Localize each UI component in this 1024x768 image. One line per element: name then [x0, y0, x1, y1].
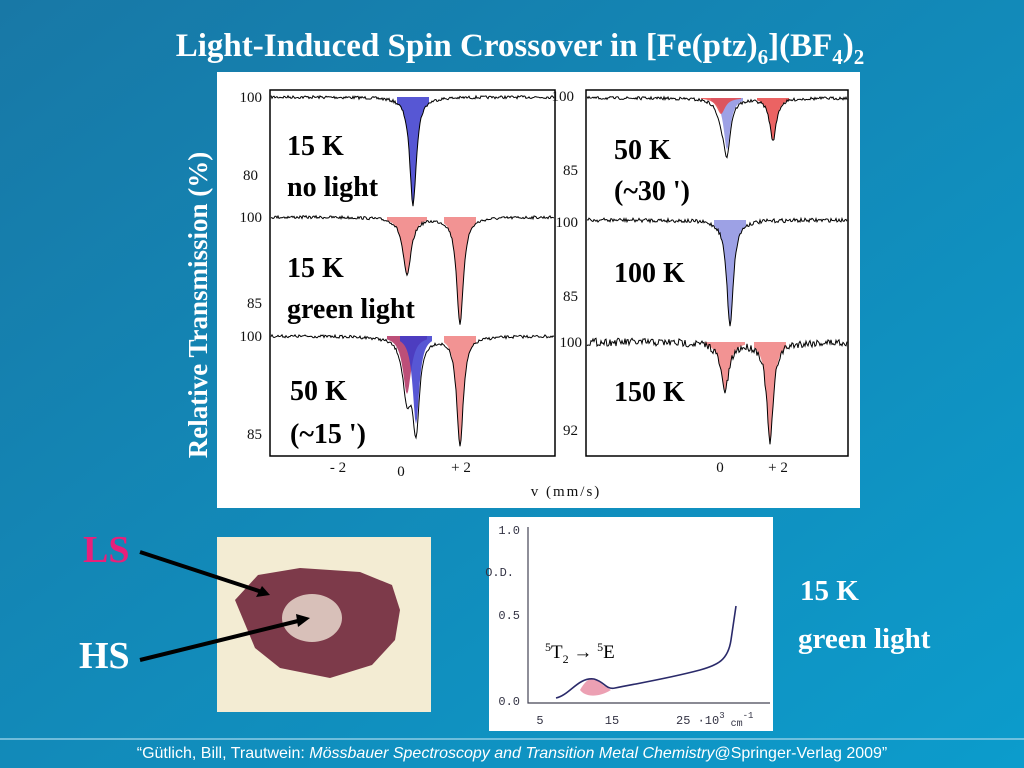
footer-text: “Gütlich, Bill, Trautwein: [137, 745, 310, 762]
inset-x-text: 25 ·10 [676, 714, 719, 728]
spectrum [270, 94, 555, 207]
y-tick-label: 80 [243, 168, 258, 184]
absorption-fill [701, 98, 741, 114]
absorption-fill [387, 336, 427, 394]
arrowhead [256, 586, 270, 597]
title: Light-Induced Spin Crossover in [Fe(ptz)… [176, 28, 865, 69]
x-tick-label: 0 [716, 460, 724, 476]
panel-label: 15 K [287, 131, 344, 162]
absorption-fill [397, 97, 429, 205]
title-text: ) [843, 28, 854, 64]
panel-label: 15 K [287, 253, 344, 284]
frame-left [269, 89, 556, 457]
y-tick-label: 85 [247, 296, 262, 312]
panel-label: no light [287, 172, 379, 203]
inset-y-tick: 1.0 [498, 524, 520, 538]
inset-axes [527, 527, 770, 704]
inset-x-text: cm [731, 719, 743, 730]
inset-y-tick: 0.5 [498, 609, 520, 623]
panel-label: 150 K [614, 377, 685, 408]
x-tick-label: 0 [397, 464, 405, 480]
spectrum [271, 214, 555, 325]
absorption-fill [711, 98, 743, 150]
absorption-inset [489, 517, 773, 731]
caption: 15 K [800, 575, 859, 607]
title-sub: 2 [854, 45, 865, 69]
absorption-fill [400, 336, 432, 424]
sup: 5 [597, 640, 603, 654]
caption: green light [798, 623, 931, 655]
spectrum [586, 337, 848, 445]
footer: “Gütlich, Bill, Trautwein: Mössbauer Spe… [137, 745, 887, 762]
od-curve [555, 605, 737, 699]
hs-label: HS [79, 635, 130, 677]
y-axis-label: Relative Transmission (%) [183, 152, 213, 459]
term: E [603, 642, 615, 663]
panel-label: green light [287, 294, 415, 325]
absorption-fill [714, 220, 746, 325]
frame-right [585, 89, 849, 457]
absorption-fill [754, 342, 786, 442]
panel-label: 100 K [614, 258, 685, 289]
absorption-fill [757, 98, 789, 140]
panel-label: (~15 ') [290, 419, 366, 450]
y-tick-label: 100 [240, 90, 263, 106]
ls-label: LS [83, 529, 129, 571]
spectrum [586, 95, 848, 159]
absorption-fill [387, 217, 427, 275]
title-text: Light-Induced Spin Crossover in [Fe(ptz) [176, 28, 758, 64]
band-hatch [580, 678, 611, 696]
inset-y-label: O.D. [485, 566, 514, 580]
footer-text: @Springer-Verlag 2009” [714, 745, 887, 762]
arrow: → [569, 642, 598, 663]
inset-x-tick: 5 [536, 714, 543, 728]
arrow-hs [139, 618, 303, 662]
y-tick-label: 85 [563, 289, 578, 305]
y-tick-label: 85 [563, 163, 578, 179]
inset-x-tick: 25 ·103 cm-1 [676, 711, 753, 730]
title-text: ](BF [768, 28, 832, 64]
inset-x-tick: 15 [605, 714, 619, 728]
footer-book: Mössbauer Spectroscopy and Transition Me… [309, 745, 715, 762]
panel-label: (~30 ') [614, 176, 690, 207]
absorption-fill [444, 336, 476, 444]
y-tick-label: 92 [563, 423, 578, 439]
y-tick-label: 100 [556, 215, 579, 231]
absorption-fill [705, 342, 745, 390]
sub: 2 [563, 652, 569, 666]
inset-y-tick: 0.0 [498, 695, 520, 709]
x-tick-label: + 2 [768, 460, 788, 476]
title-sub: 6 [758, 45, 769, 69]
sup: 5 [545, 640, 551, 654]
x-axis-label: v (mm/s) [531, 484, 602, 500]
x-tick-label: - 2 [330, 460, 346, 476]
panel-label: 50 K [290, 376, 347, 407]
arrowhead [296, 614, 310, 627]
y-tick-label: 85 [247, 427, 262, 443]
spectrum [270, 333, 555, 447]
arrow-ls [139, 550, 263, 594]
inset-x-sup: -1 [743, 711, 754, 721]
transition-label: 5T2 → 5E [545, 640, 615, 666]
crystal-spot [282, 594, 342, 642]
x-tick-label: + 2 [451, 460, 471, 476]
title-sub: 4 [832, 45, 843, 69]
inset-x-sup: 3 [719, 711, 724, 721]
y-tick-label: 100 [240, 210, 263, 226]
panel-label: 50 K [614, 135, 671, 166]
y-tick-label: 100 [240, 329, 263, 345]
spectra [270, 94, 848, 447]
term: T [551, 642, 563, 663]
y-tick-label: 100 [552, 89, 575, 105]
y-tick-label: 100 [560, 335, 583, 351]
figure-panel [217, 72, 860, 508]
absorption-fill [444, 217, 476, 325]
spectrum [586, 216, 848, 327]
